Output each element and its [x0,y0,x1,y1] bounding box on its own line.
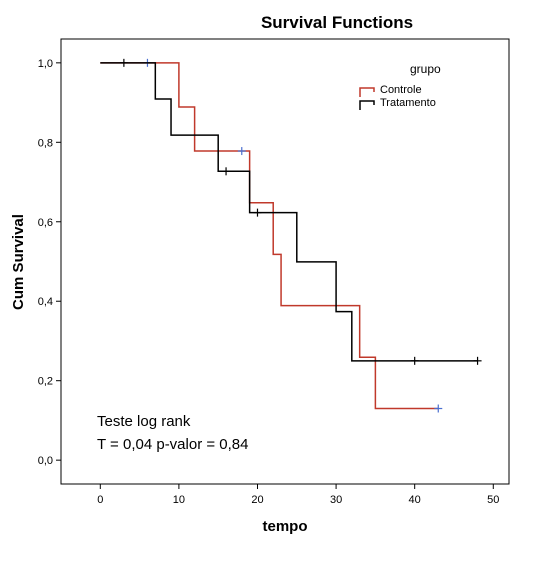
censor-mark-tratamento [119,58,128,67]
y-tick-label: 0,2 [38,376,53,388]
plot-frame [60,38,510,485]
censor-mark-tratamento [473,356,482,365]
y-tick-label: 0,8 [38,137,53,149]
y-tick-label: 1,0 [38,58,53,70]
legend-label-controle: Controle [380,84,422,96]
x-tick-label: 0 [97,494,103,506]
censor-mark-tratamento [410,356,419,365]
y-tick-label: 0,0 [38,455,53,467]
x-tick-label: 20 [251,494,263,506]
y-tick-label: 0,4 [38,296,53,308]
censor-mark-controle [237,147,246,156]
annotation-test-name: Teste log rank [97,413,191,430]
legend-swatch-controle [359,87,375,97]
censor-mark-tratamento [222,167,231,176]
legend: grupo Controle Tratamento [359,62,441,110]
x-tick-label: 50 [487,494,499,506]
x-tick-label: 10 [173,494,185,506]
legend-swatch-tratamento [359,100,375,110]
y-axis-label: Cum Survival [10,214,27,310]
y-tick-label: 0,6 [38,217,53,229]
legend-label-tratamento: Tratamento [380,97,436,109]
x-tick-label: 30 [330,494,342,506]
x-axis-label: tempo [263,518,308,535]
censor-mark-controle [434,404,443,413]
series-line-controle [100,62,439,410]
series-layer [100,58,482,413]
censor-mark-tratamento [253,208,262,217]
chart-title: Survival Functions [261,13,413,32]
legend-title: grupo [410,62,441,76]
series-line-tratamento [100,62,478,362]
annotation-test-result: T = 0,04 p-valor = 0,84 [97,436,249,453]
x-tick-label: 40 [409,494,421,506]
ticks-layer: 0 10 20 30 40 50 0,0 0,2 0,4 0,6 0,8 1,0 [38,58,500,506]
